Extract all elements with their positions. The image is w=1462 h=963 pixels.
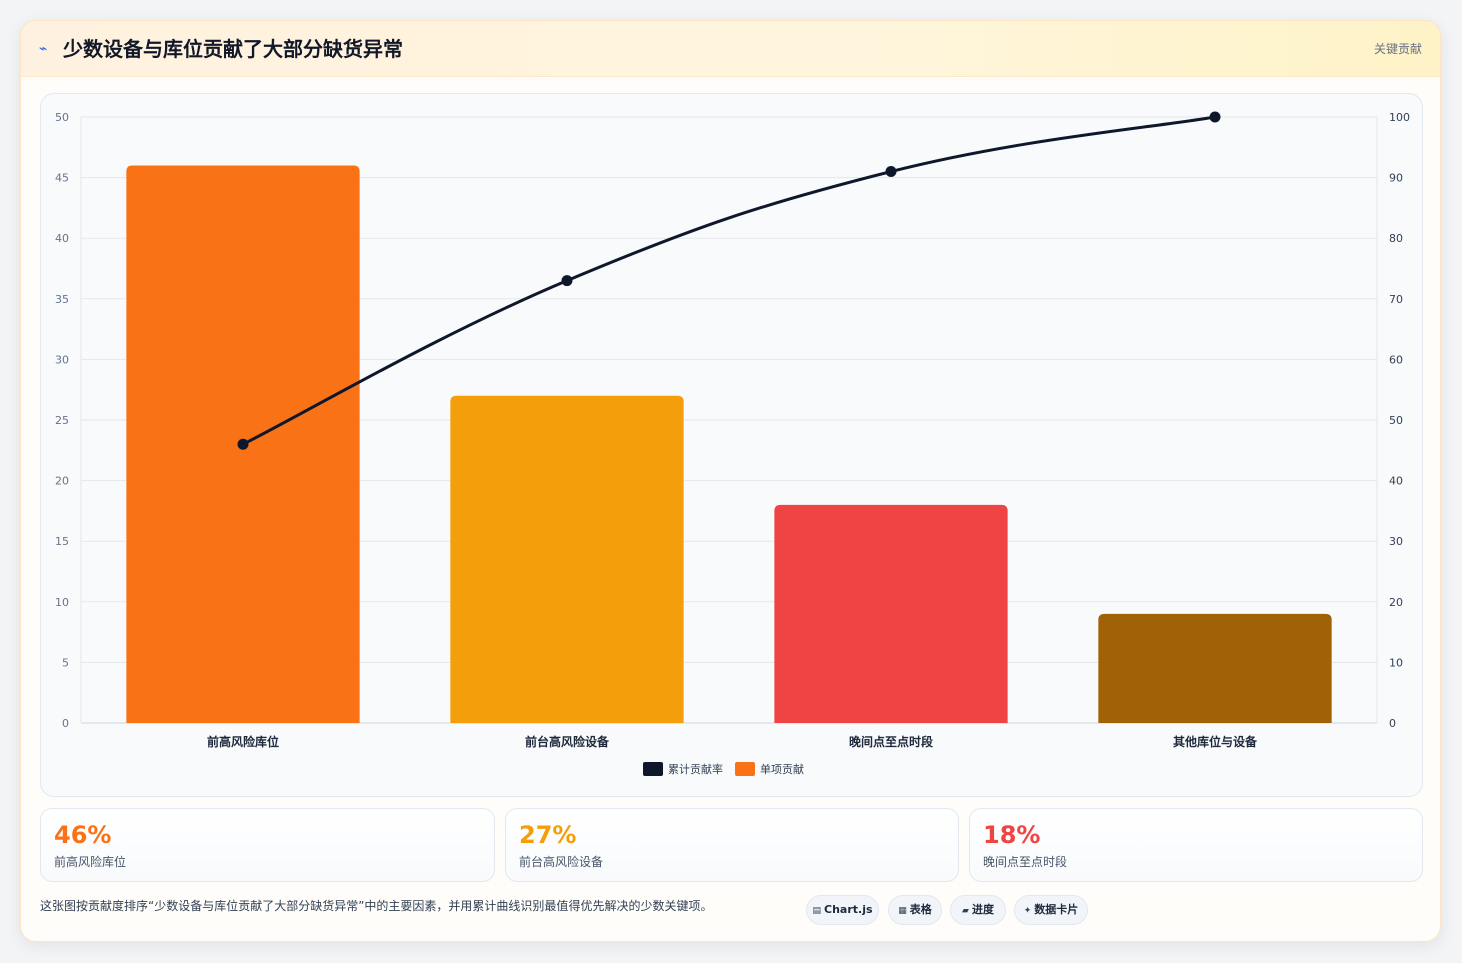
chip-progress[interactable]: ▰ 进度 [950,895,1006,925]
kpi-value: 46% [54,821,112,849]
y-right-tick-label: 20 [1389,596,1403,609]
header-tag: 关键贡献 [1373,42,1422,56]
y-left-tick-label: 20 [55,475,69,488]
bar [450,395,684,723]
kpi-label: 前高风险库位 [54,855,127,869]
y-right-tick-label: 50 [1389,414,1403,427]
y-right-tick-label: 30 [1389,535,1403,548]
chart-card: ⌁ 少数设备与库位贡献了大部分缺货异常 关键贡献 0 5 10 15 20 25 30 35 4… [20,20,1441,942]
chip-data-card[interactable]: ✦ 数据卡片 [1014,895,1088,925]
y-left-tick-label: 50 [55,111,69,124]
pareto-chart: 0 5 10 15 20 25 30 35 40 45 50 0 10 20 30 40 50 60 70 80 90 1… [55,111,1410,776]
progress-icon: ▰ [962,906,969,916]
y-right-tick-label: 100 [1389,111,1410,124]
cumulative-point [561,275,573,287]
card-icon: ✦ [1023,906,1032,916]
y-left-tick-label: 35 [55,293,69,306]
kpi-label: 晚间点至点时段 [983,855,1068,869]
kpi-value: 18% [983,821,1041,849]
chart-description: 这张图按贡献度排序“少数设备与库位贡献了大部分缺货异常”中的主要因素，并用累计曲… [40,899,713,913]
y-right-tick-label: 10 [1389,656,1403,669]
kpi-value: 27% [519,821,577,849]
cumulative-point [237,438,249,450]
y-right-tick-label: 0 [1389,717,1396,730]
y-right-tick-label: 70 [1389,293,1403,306]
cumulative-point [885,166,897,178]
cumulative-point [1209,111,1221,123]
table-icon: ▦ [898,906,907,916]
legend-swatch [735,762,755,776]
chip-table[interactable]: ▦ 表格 [888,895,942,925]
chart-panel: 0 5 10 15 20 25 30 35 40 45 50 0 10 20 30 40 50 60 70 80 90 1… [40,93,1423,797]
y-left-tick-label: 10 [55,596,69,609]
kpi-label: 前台高风险设备 [519,855,604,869]
y-left-tick-label: 30 [55,353,69,366]
y-left-tick-label: 5 [62,656,69,669]
card-header: ⌁ 少数设备与库位贡献了大部分缺货异常 关键贡献 [21,21,1440,77]
kpi-card-3: 18% 晚间点至点时段 [969,808,1423,882]
kpi-card-2: 27% 前台高风险设备 [505,808,959,882]
legend-label: 累计贡献率 [668,762,723,776]
legend-swatch [643,762,663,776]
kpi-card-1: 46% 前高风险库位 [40,808,495,882]
sparkle-icon: ⌁ [39,41,48,57]
cumulative-line [242,115,1216,446]
y-left-tick-label: 0 [62,717,69,730]
x-tick-label: 其他库位与设备 [1173,734,1258,749]
x-tick-label: 前台高风险设备 [525,734,610,749]
y-right-tick-label: 40 [1389,475,1403,488]
chip-chartjs[interactable]: ▤ Chart.js [806,895,879,925]
y-right-tick-label: 80 [1389,232,1403,245]
y-left-tick-label: 15 [55,535,69,548]
chart-icon: ▤ [812,906,821,916]
y-right-tick-label: 90 [1389,172,1403,185]
chart-title: 少数设备与库位贡献了大部分缺货异常 [63,37,403,61]
y-left-tick-label: 40 [55,232,69,245]
x-tick-label: 前高风险库位 [207,734,279,749]
legend-label: 单项贡献 [760,762,804,776]
x-tick-label: 晚间点至点时段 [849,734,934,749]
y-left-tick-label: 45 [55,172,69,185]
y-right-tick-label: 60 [1389,353,1403,366]
bar [1098,613,1332,723]
bar [774,504,1008,723]
y-left-tick-label: 25 [55,414,69,427]
